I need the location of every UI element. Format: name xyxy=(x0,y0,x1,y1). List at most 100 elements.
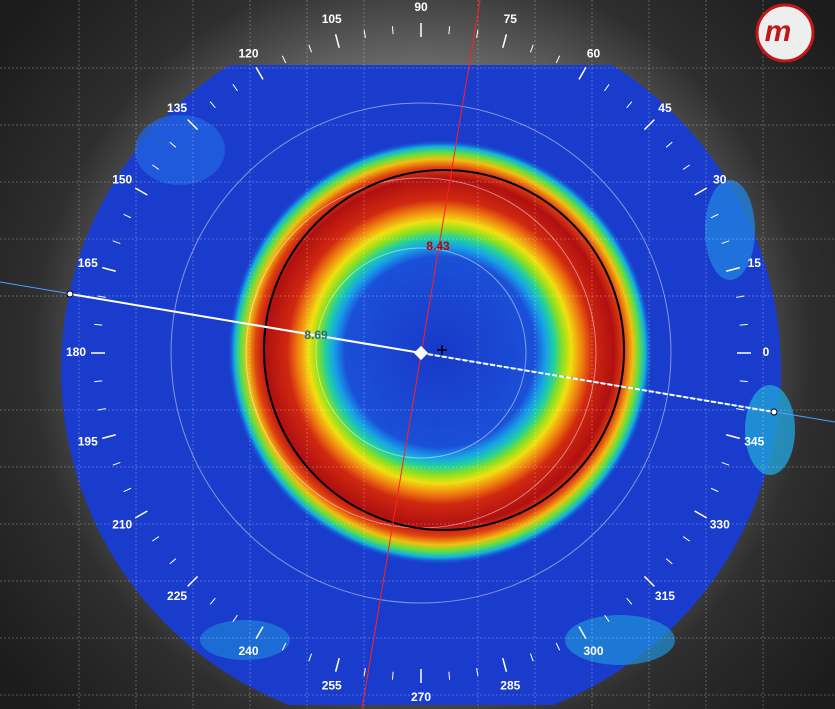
minor-tick xyxy=(281,642,287,651)
map-patch xyxy=(745,385,795,475)
minor-tick xyxy=(209,597,216,605)
map-patch xyxy=(135,115,225,185)
angle-label: 240 xyxy=(238,644,258,658)
angle-label: 300 xyxy=(583,644,603,658)
point-label: 8.43 xyxy=(426,239,450,253)
angle-tick xyxy=(187,575,199,587)
minor-tick xyxy=(476,668,479,677)
minor-tick xyxy=(112,240,121,245)
angle-label: 15 xyxy=(748,256,762,270)
map-patch xyxy=(705,180,755,280)
minor-tick xyxy=(739,323,748,326)
minor-tick xyxy=(391,671,394,680)
minor-tick xyxy=(626,597,633,605)
angle-label: 90 xyxy=(414,0,428,14)
minor-tick xyxy=(363,668,366,677)
angle-label: 270 xyxy=(411,690,431,704)
angle-label: 285 xyxy=(500,678,520,692)
minor-tick xyxy=(529,653,534,662)
angle-tick xyxy=(578,626,587,640)
minor-tick xyxy=(665,141,673,148)
angle-tick xyxy=(102,266,116,272)
minor-tick xyxy=(710,213,719,219)
angle-label: 225 xyxy=(167,589,187,603)
angle-tick xyxy=(694,187,708,196)
angle-tick xyxy=(187,119,199,131)
minor-tick xyxy=(604,614,610,622)
minor-tick xyxy=(665,558,673,565)
angle-tick xyxy=(726,266,740,272)
angle-tick xyxy=(502,34,508,48)
minor-tick xyxy=(112,461,121,466)
minor-tick xyxy=(739,380,748,383)
minor-tick xyxy=(710,487,719,493)
minor-tick xyxy=(281,55,287,64)
angle-label: 0 xyxy=(763,345,770,359)
pupil-circle xyxy=(263,169,625,531)
minor-tick xyxy=(123,213,132,219)
minor-tick xyxy=(736,295,745,298)
minor-tick xyxy=(308,44,313,53)
minor-tick xyxy=(476,29,479,38)
minor-tick xyxy=(682,536,690,542)
angle-label: 60 xyxy=(587,46,601,60)
angle-tick xyxy=(134,187,148,196)
meridian-end xyxy=(770,408,778,416)
minor-tick xyxy=(169,558,177,565)
angle-label: 195 xyxy=(78,434,98,448)
minor-tick xyxy=(97,408,106,411)
angle-tick xyxy=(255,66,264,80)
minor-tick xyxy=(94,323,103,326)
angle-label: 135 xyxy=(167,101,187,115)
minor-tick xyxy=(169,141,177,148)
minor-tick xyxy=(94,380,103,383)
minor-tick xyxy=(721,240,730,245)
angle-label: 345 xyxy=(744,434,764,448)
logo-text: m xyxy=(765,15,792,48)
angle-tick xyxy=(255,626,264,640)
minor-tick xyxy=(363,29,366,38)
angle-label: 210 xyxy=(112,518,132,532)
angle-label: 165 xyxy=(78,256,98,270)
point-label: 8.69 xyxy=(304,328,328,342)
angle-tick xyxy=(578,66,587,80)
meridian xyxy=(420,352,775,413)
angle-label: 30 xyxy=(713,173,727,187)
ring-map xyxy=(228,140,652,564)
minor-tick xyxy=(529,44,534,53)
center-marker xyxy=(413,345,429,361)
angle-tick xyxy=(643,575,655,587)
logo xyxy=(755,3,815,63)
angle-label: 315 xyxy=(655,589,675,603)
minor-tick xyxy=(308,653,313,662)
meridian-end xyxy=(66,290,74,298)
angle-label: 180 xyxy=(66,345,86,359)
meridian xyxy=(69,293,422,354)
minor-tick xyxy=(152,164,160,170)
map-patch xyxy=(200,620,290,660)
angle-label: 255 xyxy=(322,678,342,692)
minor-tick xyxy=(448,671,451,680)
minor-tick xyxy=(209,101,216,109)
minor-tick xyxy=(555,55,561,64)
map-patch xyxy=(565,615,675,665)
minor-tick xyxy=(152,536,160,542)
angle-label: 120 xyxy=(238,46,258,60)
minor-tick xyxy=(97,295,106,298)
minor-tick xyxy=(232,614,238,622)
angle-tick xyxy=(334,34,340,48)
minor-tick xyxy=(123,487,132,493)
angle-tick xyxy=(134,510,148,519)
angle-tick xyxy=(502,658,508,672)
angle-label: 330 xyxy=(710,518,730,532)
angle-label: 45 xyxy=(658,101,672,115)
angle-label: 105 xyxy=(322,12,342,26)
minor-tick xyxy=(232,84,238,92)
angle-tick xyxy=(334,658,340,672)
minor-tick xyxy=(626,101,633,109)
angle-tick xyxy=(726,434,740,440)
minor-tick xyxy=(682,164,690,170)
